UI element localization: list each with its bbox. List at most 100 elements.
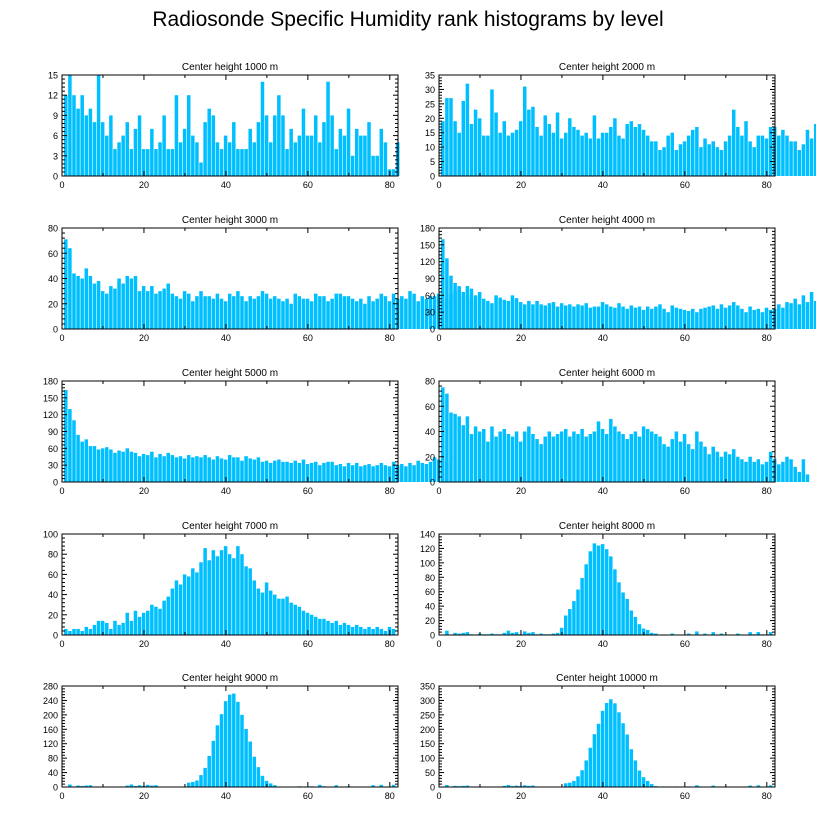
histogram-bar [207, 560, 211, 635]
histogram-bar [461, 425, 466, 482]
histogram-bar [715, 147, 720, 176]
histogram-bar [338, 624, 343, 635]
y-tick-label: 60 [48, 249, 58, 259]
histogram-bar [596, 306, 601, 329]
histogram-bar [84, 626, 89, 635]
histogram-bar [359, 135, 363, 176]
histogram-bar [199, 291, 203, 330]
histogram-bar [473, 109, 478, 176]
histogram-bar [580, 135, 584, 176]
histogram-bar [289, 462, 293, 482]
histogram-bar [236, 546, 240, 635]
histogram-bar [555, 632, 560, 635]
histogram-bar [182, 458, 187, 482]
histogram-bar [572, 431, 576, 482]
histogram-bar [609, 306, 613, 329]
histogram-bar [383, 465, 388, 482]
histogram-bar [547, 431, 552, 482]
histogram-bar [711, 141, 715, 176]
histogram-bar [441, 121, 445, 176]
histogram-bar [563, 305, 568, 329]
histogram-bar [756, 785, 761, 787]
histogram-bar [88, 446, 93, 482]
histogram-bar [162, 288, 166, 329]
histogram-bar [346, 296, 351, 329]
histogram-bar [367, 296, 371, 329]
x-tick-label: 20 [139, 639, 149, 649]
histogram-panel: Center height 5000 m 0 30 60 90 120 150 180 0 20 4… [43, 368, 449, 496]
histogram-bar [166, 452, 170, 482]
histogram-bar [563, 132, 568, 176]
histogram-bar [215, 456, 220, 482]
histogram-bar [129, 620, 134, 635]
x-tick-label: 20 [139, 180, 149, 190]
histogram-bar [445, 393, 449, 483]
x-tick-label: 80 [385, 486, 395, 496]
x-tick-label: 80 [762, 333, 772, 343]
histogram-bar [367, 626, 371, 635]
histogram-bar [756, 135, 761, 176]
histogram-bar [502, 299, 507, 329]
y-tick-label: 10 [425, 143, 435, 153]
histogram-bar [740, 135, 744, 176]
histogram-bar [469, 298, 474, 329]
histogram-bar [719, 456, 724, 482]
histogram-bar [449, 275, 453, 329]
histogram-bar [297, 296, 302, 329]
histogram-bar [723, 307, 728, 329]
histogram-bar [465, 785, 470, 787]
histogram-bar [309, 614, 314, 635]
histogram-bar [322, 122, 326, 176]
histogram-bar [793, 141, 797, 176]
histogram-bar [535, 439, 539, 482]
histogram-bar [248, 128, 252, 176]
histogram-bar [76, 628, 80, 635]
histogram-bar [781, 307, 785, 329]
y-tick-label: 0 [430, 325, 435, 335]
histogram-bar [658, 150, 662, 176]
x-tick-label: 60 [680, 180, 690, 190]
histogram-bar [576, 589, 580, 635]
histogram-bar [596, 138, 601, 176]
x-tick-label: 40 [221, 639, 231, 649]
histogram-bar [727, 454, 732, 482]
histogram-bar [686, 311, 691, 329]
histogram-bar [748, 632, 752, 635]
histogram-bar [170, 293, 175, 329]
histogram-bar [236, 291, 240, 330]
histogram-bar [182, 291, 187, 330]
histogram-bar [178, 298, 183, 329]
histogram-bar [195, 142, 199, 176]
histogram-bar [338, 293, 343, 329]
histogram-bar [568, 609, 572, 635]
histogram-bar [740, 308, 744, 329]
histogram-bar [182, 574, 187, 635]
histogram-bar [244, 728, 248, 787]
histogram-bar [764, 307, 769, 329]
histogram-bar [96, 620, 101, 635]
histogram-bar [539, 304, 543, 329]
histogram-bar [457, 633, 461, 635]
histogram-bar [531, 785, 535, 787]
x-tick-label: 0 [59, 791, 64, 801]
histogram-bar [334, 620, 338, 635]
histogram-bar [756, 308, 761, 329]
histogram-bar [641, 628, 646, 635]
histogram-bar [572, 601, 576, 635]
histogram-bar [777, 135, 781, 176]
histogram-bar [268, 142, 273, 176]
histogram-bar [305, 464, 310, 482]
histogram-bar [691, 308, 695, 329]
histogram-bar [72, 95, 76, 176]
histogram-bar [252, 298, 257, 329]
plot-frame [61, 533, 399, 636]
histogram-bar [133, 785, 138, 787]
histogram-bar [695, 785, 699, 787]
histogram-bar [137, 785, 142, 787]
histogram-bar [121, 622, 125, 635]
x-tick-label: 40 [221, 180, 231, 190]
histogram-bar [125, 785, 130, 787]
histogram-bar [547, 124, 552, 176]
histogram-bar [617, 431, 621, 482]
figure-title: Radiosonde Specific Humidity rank histog… [152, 8, 664, 31]
